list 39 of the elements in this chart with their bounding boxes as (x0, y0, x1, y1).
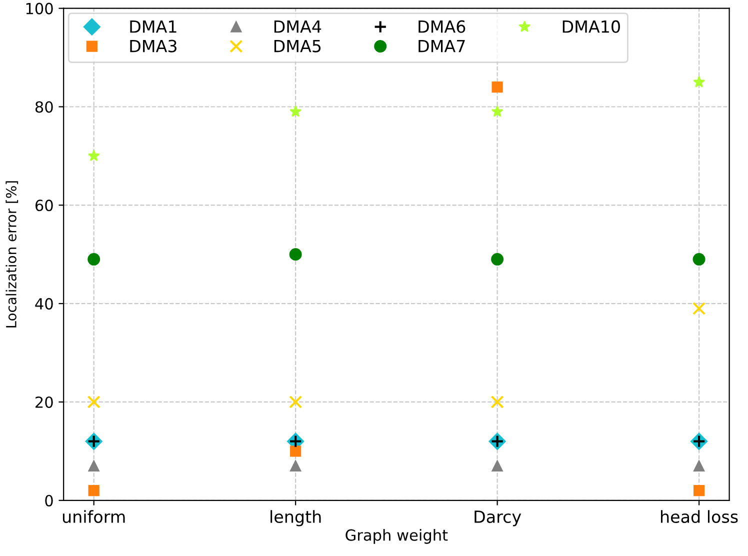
point (290, 105, 302, 117)
point (491, 253, 504, 266)
point (290, 446, 302, 457)
point (288, 395, 302, 409)
legend-label: DMA5 (274, 40, 321, 52)
y-tick-label: 0 (45, 494, 53, 506)
x-tick-label: uniform (62, 510, 125, 524)
point (87, 395, 100, 409)
x-tick-label: head loss (661, 510, 738, 524)
point (491, 105, 504, 117)
legend-label: DMA3 (130, 40, 176, 52)
point (492, 460, 503, 472)
legend-label: DMA10 (562, 20, 620, 33)
x-axis-title: Graph weight (346, 529, 448, 544)
legend-label: DMA4 (274, 20, 322, 33)
y-tick-label: 40 (35, 298, 53, 310)
point (88, 253, 100, 266)
point (692, 253, 706, 266)
x-tick-label: Darcy (474, 510, 522, 526)
x-tick-label: length (270, 510, 321, 526)
legend-label: DMA6 (418, 20, 466, 33)
point (88, 150, 100, 162)
y-axis-title: Localization error [%] (6, 181, 18, 328)
point (88, 460, 100, 472)
y-tick-label: 60 (35, 200, 53, 212)
point (693, 485, 705, 496)
point (289, 248, 302, 261)
y-tick-label: 20 (36, 396, 53, 408)
y-tick-label: 80 (35, 101, 53, 113)
point (290, 460, 302, 472)
legend-label: DMA1 (130, 20, 176, 33)
point (492, 82, 503, 93)
y-tick-label: 100 (26, 2, 53, 14)
point (88, 485, 100, 496)
point (692, 302, 706, 316)
point (693, 76, 706, 88)
legend-label: DMA7 (418, 40, 465, 52)
point (693, 460, 705, 472)
point (490, 395, 504, 409)
